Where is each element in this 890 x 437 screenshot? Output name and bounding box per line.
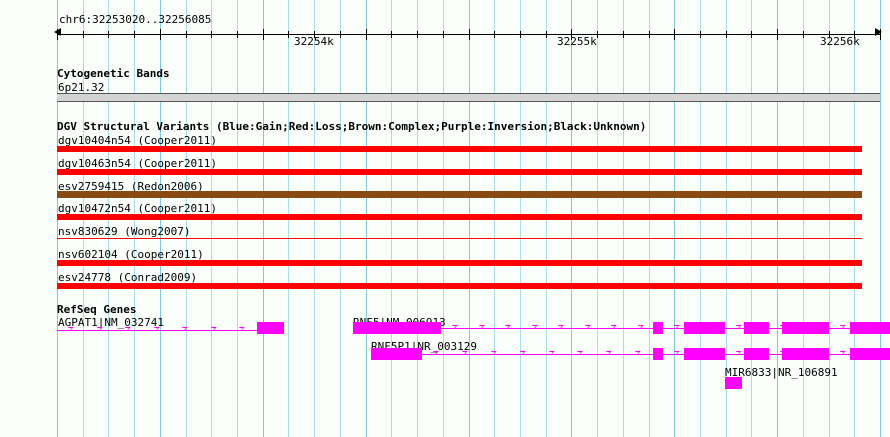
ruler-tick-8 [263, 29, 264, 40]
ruler-tick-21 [597, 31, 598, 38]
ruler-tick-22 [623, 31, 624, 38]
exon-rnf5p1-3[interactable] [684, 348, 725, 360]
ruler-tick-13 [391, 31, 392, 38]
dgv-variant-bar-2[interactable] [57, 191, 862, 198]
exon-rnf5p1-1[interactable] [371, 348, 422, 360]
ruler-axis-line [57, 34, 880, 35]
intron-line-rnf5p1-4 [769, 354, 782, 355]
dgv-variant-bar-6[interactable] [57, 283, 862, 289]
ruler-tick-5 [186, 31, 187, 38]
dgv-variant-label-2[interactable]: esv2759415 (Redon2006) [58, 180, 204, 193]
dgv-variant-label-0[interactable]: dgv10404n54 (Cooper2011) [58, 134, 217, 147]
exon-rnf5p1-2[interactable] [653, 348, 663, 360]
dgv-variant-bar-0[interactable] [57, 146, 862, 152]
exon-rnf5-3[interactable] [684, 322, 725, 334]
ruler-tick-15 [443, 31, 444, 38]
ruler-tick-7 [237, 31, 238, 38]
ruler-tick-20 [571, 29, 572, 40]
ruler-tick-10 [314, 31, 315, 38]
cytoband-label-6p21.32: 6p21.32 [58, 81, 105, 94]
gene-label-mir6833[interactable]: MIR6833|NR_106891 [725, 366, 838, 379]
exon-rnf5-2[interactable] [653, 322, 663, 334]
intron-line-agpat1 [57, 330, 257, 331]
ruler-tick-25 [700, 31, 701, 38]
gridline-32 [880, 0, 881, 437]
ruler-tick-12 [366, 29, 367, 40]
exon-rnf5-6[interactable] [850, 322, 890, 334]
ruler-tick-16 [469, 29, 470, 40]
dgv-variant-bar-1[interactable] [57, 169, 862, 175]
ruler-tick-label-0: 32254k [294, 35, 334, 48]
dgv-structural-variants-title: DGV Structural Variants (Blue:Gain;Red:L… [57, 120, 647, 133]
intron-line-rnf5-4 [769, 328, 782, 329]
dgv-variant-bar-4[interactable] [57, 238, 862, 239]
ruler-tick-label-1: 32255k [557, 35, 597, 48]
gene-label-agpat1[interactable]: AGPAT1|NM_032741 [58, 316, 164, 329]
ruler-tick-3 [134, 31, 135, 38]
ruler-tick-26 [726, 31, 727, 38]
refseq-genes-title: RefSeq Genes [57, 303, 137, 316]
dgv-variant-label-3[interactable]: dgv10472n54 (Cooper2011) [58, 202, 217, 215]
ruler-tick-31 [854, 31, 855, 38]
ruler-tick-27 [751, 31, 752, 38]
intron-line-rnf5-3 [725, 328, 744, 329]
ruler-tick-23 [649, 31, 650, 38]
dgv-variant-bar-3[interactable] [57, 214, 862, 220]
dgv-variant-label-4[interactable]: nsv830629 (Wong2007) [58, 225, 191, 238]
ruler-tick-1 [83, 31, 84, 38]
ruler-tick-11 [340, 31, 341, 38]
dgv-variant-label-1[interactable]: dgv10463n54 (Cooper2011) [58, 157, 217, 170]
ruler-tick-label-2: 32256k [820, 35, 860, 48]
exon-rnf5-1[interactable] [353, 322, 441, 334]
cytoband-bar[interactable] [57, 93, 880, 102]
ruler-tick-4 [160, 29, 161, 40]
ruler-tick-17 [494, 31, 495, 38]
ruler-tick-30 [829, 31, 830, 38]
exon-rnf5-5[interactable] [782, 322, 829, 334]
cytogenetic-bands-title: Cytogenetic Bands [57, 67, 170, 80]
ruler-tick-18 [520, 31, 521, 38]
ruler-tick-19 [546, 31, 547, 38]
dgv-variant-label-6[interactable]: esv24778 (Conrad2009) [58, 271, 198, 284]
intron-line-rnf5p1-3 [725, 354, 744, 355]
exon-rnf5p1-6[interactable] [850, 348, 890, 360]
ruler-tick-0 [57, 29, 58, 40]
intron-line-rnf5-5 [829, 328, 850, 329]
exon-rnf5p1-4[interactable] [744, 348, 769, 360]
intron-line-rnf5p1-2 [663, 354, 684, 355]
intron-line-rnf5p1-1 [422, 354, 653, 355]
exon-mir6833-1[interactable] [725, 377, 742, 389]
ruler-tick-32 [880, 29, 881, 40]
intron-line-rnf5p1-5 [829, 354, 850, 355]
exon-rnf5-4[interactable] [744, 322, 769, 334]
exon-rnf5p1-5[interactable] [782, 348, 829, 360]
ruler-tick-2 [108, 31, 109, 38]
intron-line-rnf5-1 [441, 328, 653, 329]
ruler-tick-9 [288, 31, 289, 38]
dgv-variant-bar-5[interactable] [57, 260, 862, 266]
arrow-right-icon [875, 28, 882, 36]
ruler-tick-28 [777, 29, 778, 40]
dgv-variant-label-5[interactable]: nsv602104 (Cooper2011) [58, 248, 204, 261]
locus-coordinate-label: chr6:32253020..32256085 [59, 13, 212, 26]
exon-agpat1-1[interactable] [257, 322, 284, 334]
ruler-tick-14 [417, 31, 418, 38]
ruler-tick-29 [803, 31, 804, 38]
intron-line-rnf5-2 [663, 328, 684, 329]
ruler-tick-6 [211, 31, 212, 38]
ruler-tick-24 [674, 29, 675, 40]
